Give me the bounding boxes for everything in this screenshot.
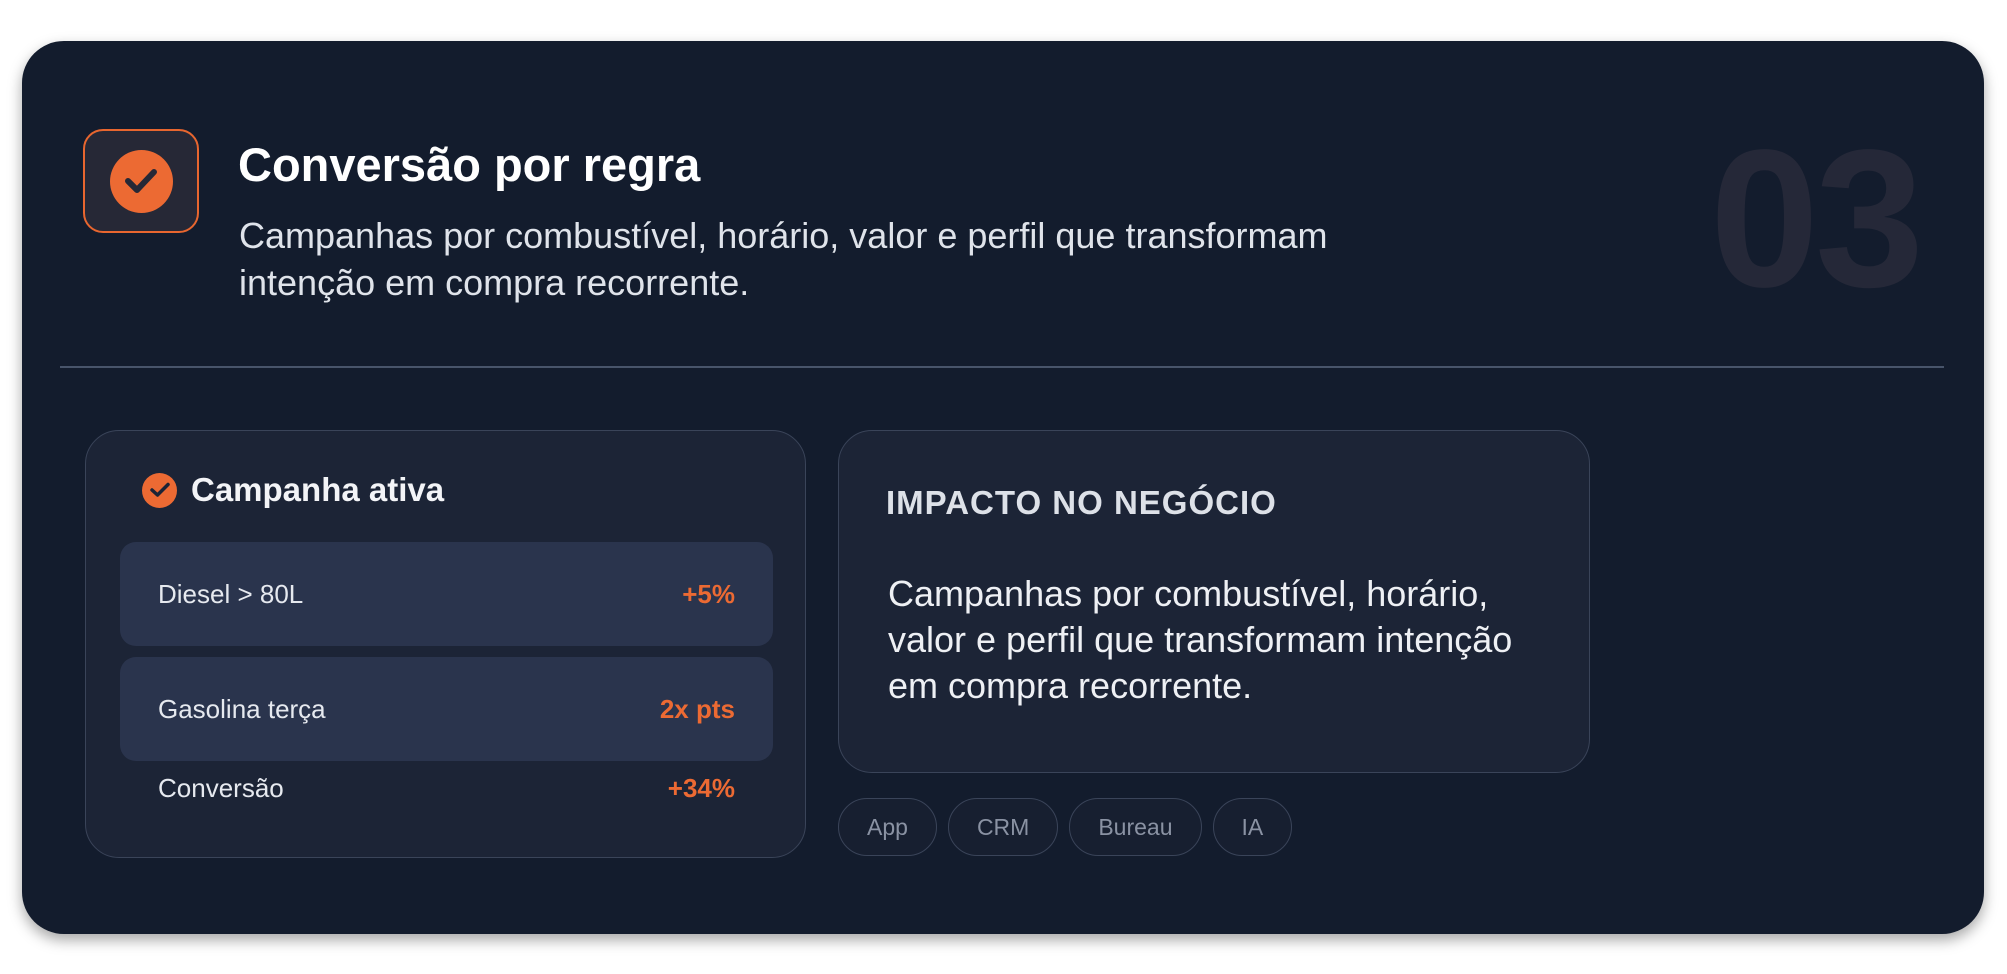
impact-label: IMPACTO NO NEGÓCIO bbox=[886, 484, 1277, 521]
rule-label: Gasolina terça bbox=[158, 693, 326, 724]
campaign-title: Campanha ativa bbox=[191, 471, 445, 508]
campaign-card: Campanha ativa Diesel > 80L +5% Gasolina… bbox=[85, 430, 806, 858]
tag-ia[interactable]: IA bbox=[1212, 798, 1293, 856]
tag-bureau[interactable]: Bureau bbox=[1069, 798, 1202, 856]
rule-value: +5% bbox=[682, 578, 735, 609]
rule-row-diesel: Diesel > 80L +5% bbox=[120, 542, 773, 646]
rule-row-gasolina: Gasolina terça 2x pts bbox=[120, 657, 773, 761]
tag-list: App CRM Bureau IA bbox=[838, 798, 1293, 856]
feature-subtitle: Campanhas por combustível, horário, valo… bbox=[239, 215, 1328, 303]
feature-icon-tile bbox=[83, 129, 199, 233]
campaign-header: Campanha ativa bbox=[142, 471, 444, 509]
tag-crm[interactable]: CRM bbox=[947, 798, 1059, 856]
rule-label: Conversão bbox=[158, 772, 284, 803]
tag-app[interactable]: App bbox=[838, 798, 937, 856]
step-number: 03 bbox=[1709, 109, 1924, 328]
rule-label: Diesel > 80L bbox=[158, 578, 304, 609]
impact-text: Campanhas por combustível, horário, valo… bbox=[888, 573, 1513, 706]
impact-card: IMPACTO NO NEGÓCIO Campanhas por combust… bbox=[838, 430, 1590, 773]
check-circle-icon bbox=[142, 472, 177, 508]
section-divider bbox=[60, 366, 1944, 368]
check-circle-icon bbox=[109, 149, 173, 213]
rule-value: +34% bbox=[667, 772, 735, 803]
rule-row-conversao: Conversão +34% bbox=[120, 746, 773, 830]
feature-title: Conversão por regra bbox=[238, 138, 701, 191]
feature-card: Conversão por regra Campanhas por combus… bbox=[22, 41, 1984, 934]
rule-value: 2x pts bbox=[659, 693, 735, 724]
